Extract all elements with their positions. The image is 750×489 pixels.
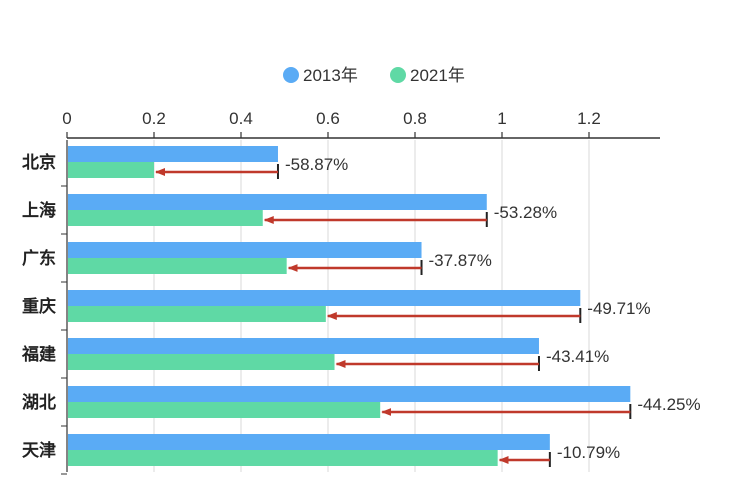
category-label: 广东 xyxy=(22,248,56,268)
category-label: 湖北 xyxy=(22,393,56,412)
bar xyxy=(68,354,335,370)
legend-label: 2013年 xyxy=(303,66,358,85)
category-label: 上海 xyxy=(22,200,56,220)
category-label: 福建 xyxy=(21,344,56,364)
bar xyxy=(68,210,263,226)
change-label: -58.87% xyxy=(285,155,348,174)
change-label: -49.71% xyxy=(587,299,650,318)
category-label: 北京 xyxy=(22,152,56,172)
legend-marker xyxy=(390,67,406,83)
bar xyxy=(68,434,550,450)
bar xyxy=(68,402,381,418)
change-label: -43.41% xyxy=(546,347,609,366)
bar xyxy=(68,146,278,162)
x-axis: 0 0.2 0.4 0.6 0.8 1 1.2 xyxy=(62,109,660,139)
bar xyxy=(68,306,326,322)
change-arrows: -58.87% -53.28% -37.87% -49.71% -43.41% -44.2… xyxy=(155,155,701,467)
bar xyxy=(68,258,287,274)
change-label: -10.79% xyxy=(557,443,620,462)
bar xyxy=(68,386,631,402)
bar xyxy=(68,162,154,178)
x-tick-label: 0.2 xyxy=(142,109,166,128)
bar xyxy=(68,242,422,258)
legend-marker xyxy=(283,67,299,83)
bars xyxy=(68,146,631,466)
bar xyxy=(68,290,581,306)
bar xyxy=(68,194,487,210)
bar xyxy=(68,338,539,354)
category-label: 重庆 xyxy=(22,296,56,316)
x-tick-label: 0.8 xyxy=(403,109,427,128)
x-tick-label: 0.4 xyxy=(229,109,253,128)
change-label: -53.28% xyxy=(494,203,557,222)
x-tick-label: 0.6 xyxy=(316,109,340,128)
x-tick-label: 1 xyxy=(497,109,506,128)
legend-label: 2021年 xyxy=(410,66,465,85)
bar xyxy=(68,450,498,466)
change-label: -44.25% xyxy=(637,395,700,414)
category-label: 天津 xyxy=(22,440,56,460)
x-tick-label: 0 xyxy=(62,109,71,128)
x-tick-label: 1.2 xyxy=(577,109,601,128)
chart-legend: 2013年 2021年 xyxy=(283,66,465,85)
change-label: -37.87% xyxy=(429,251,492,270)
